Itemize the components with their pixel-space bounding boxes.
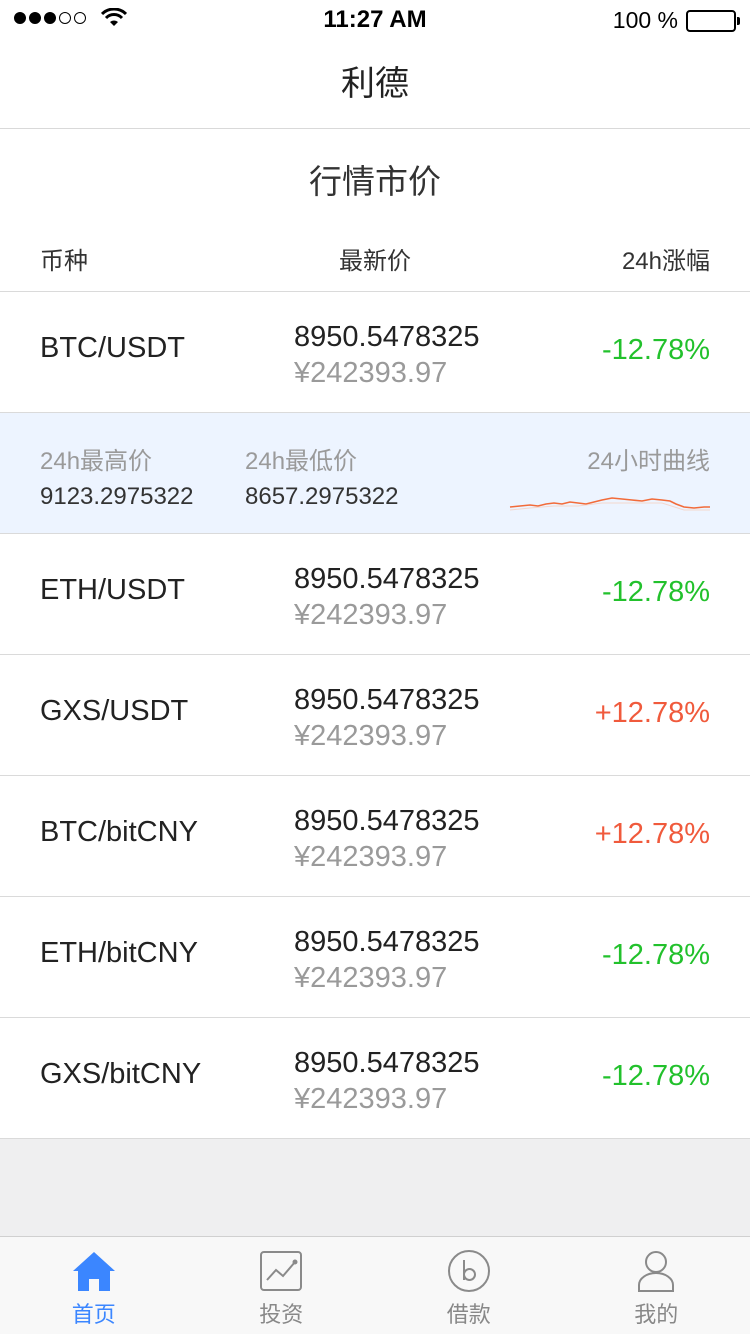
tab-invest[interactable]: 投资 (188, 1237, 376, 1334)
signal-dot-icon (59, 12, 71, 24)
latest-price: 8950.5478325 (294, 926, 480, 958)
change-percent: -12.78% (601, 576, 710, 608)
chart-icon (260, 1251, 303, 1291)
curve-label: 24小时曲线 (587, 448, 710, 475)
signal-dot-icon (44, 12, 56, 24)
signal-indicator (14, 8, 127, 28)
market-list: BTC/USDT 8950.5478325 ¥242393.97 -12.78%… (0, 292, 750, 1139)
market-row[interactable]: GXS/bitCNY 8950.5478325 ¥242393.97 -12.7… (0, 1018, 750, 1139)
cny-price: ¥242393.97 (294, 1083, 448, 1115)
tab-label: 借款 (446, 1302, 491, 1327)
tab-label: 投资 (259, 1302, 304, 1327)
status-bar: 11:27 AM 100 % (0, 0, 750, 40)
nav-bar: 利德 (0, 40, 750, 129)
wifi-icon (101, 8, 127, 26)
home-icon (72, 1252, 115, 1291)
battery-icon (686, 9, 740, 32)
page-title: 利德 (341, 65, 409, 103)
user-icon (638, 1251, 675, 1292)
low-label: 24h最低价 (245, 448, 358, 475)
change-percent: -12.78% (601, 334, 710, 366)
tab-mine[interactable]: 我的 (563, 1237, 750, 1334)
column-header-change: 24h涨幅 (621, 248, 710, 275)
pair-name: BTC/USDT (40, 332, 185, 364)
loan-b-icon (447, 1250, 490, 1292)
signal-dot-icon (14, 12, 26, 24)
latest-price: 8950.5478325 (294, 563, 480, 595)
status-time: 11:27 AM (323, 6, 427, 33)
market-row[interactable]: GXS/USDT 8950.5478325 ¥242393.97 +12.78% (0, 655, 750, 776)
section-title: 行情市价 (309, 163, 441, 200)
column-header-pair: 币种 (40, 248, 88, 275)
pair-name: GXS/bitCNY (40, 1058, 202, 1090)
tab-home[interactable]: 首页 (0, 1237, 188, 1334)
sparkline-chart (509, 497, 710, 511)
pair-name: GXS/USDT (40, 695, 189, 727)
pair-name: BTC/bitCNY (40, 816, 198, 848)
pair-name: ETH/bitCNY (40, 937, 198, 969)
market-row[interactable]: BTC/USDT 8950.5478325 ¥242393.97 -12.78% (0, 292, 750, 413)
market-section: 行情市价 币种 最新价 24h涨幅 BTC/USDT 8950.5478325 … (0, 129, 750, 1139)
market-row[interactable]: ETH/USDT 8950.5478325 ¥242393.97 -12.78% (0, 534, 750, 655)
pair-name: ETH/USDT (40, 574, 185, 606)
tab-label: 我的 (634, 1302, 679, 1327)
high-label: 24h最高价 (40, 448, 153, 475)
cny-price: ¥242393.97 (294, 841, 448, 873)
high-value: 9123.2975322 (40, 483, 194, 510)
divider (0, 291, 750, 292)
change-percent: +12.78% (594, 697, 710, 729)
battery-indicator: 100 % (612, 7, 740, 34)
change-percent: -12.78% (601, 939, 710, 971)
cny-price: ¥242393.97 (294, 357, 448, 389)
battery-percent: 100 % (612, 7, 678, 33)
low-value: 8657.2975322 (245, 483, 399, 510)
signal-dot-icon (29, 12, 41, 24)
tab-bar: 首页 投资 借款 我的 (0, 1236, 750, 1334)
column-header-price: 最新价 (339, 248, 411, 275)
tab-loan[interactable]: 借款 (375, 1237, 563, 1334)
signal-dot-icon (74, 12, 86, 24)
latest-price: 8950.5478325 (294, 684, 480, 716)
market-row[interactable]: BTC/bitCNY 8950.5478325 ¥242393.97 +12.7… (0, 776, 750, 897)
latest-price: 8950.5478325 (294, 1047, 480, 1079)
latest-price: 8950.5478325 (294, 321, 480, 353)
tab-label: 首页 (71, 1302, 116, 1327)
cny-price: ¥242393.97 (294, 720, 448, 752)
change-percent: +12.78% (594, 818, 710, 850)
change-percent: -12.78% (601, 1060, 710, 1092)
market-row[interactable]: ETH/bitCNY 8950.5478325 ¥242393.97 -12.7… (0, 897, 750, 1018)
cny-price: ¥242393.97 (294, 599, 448, 631)
market-detail-panel: 24h最高价 9123.2975322 24h最低价 8657.2975322 … (0, 413, 750, 534)
latest-price: 8950.5478325 (294, 805, 480, 837)
cny-price: ¥242393.97 (294, 962, 448, 994)
